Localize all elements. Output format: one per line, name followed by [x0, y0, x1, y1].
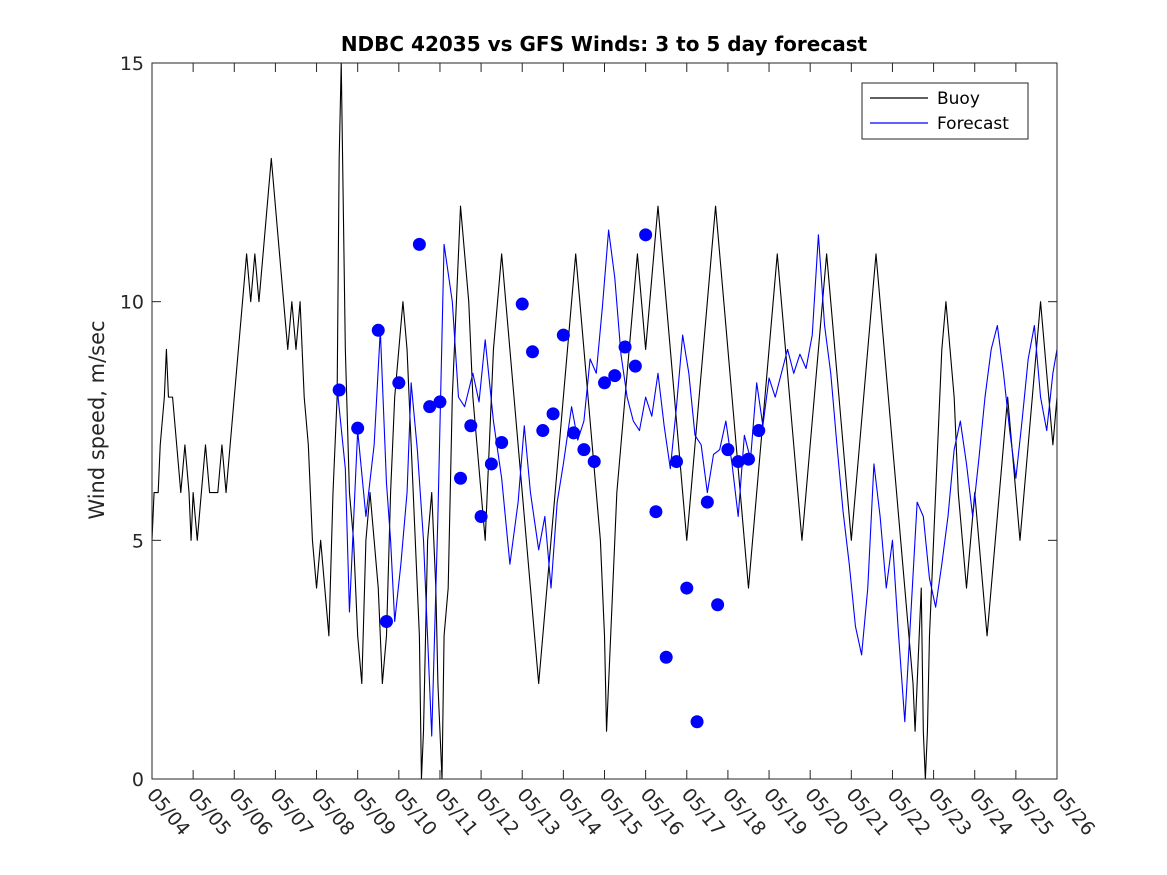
forecast-marker: [474, 509, 488, 523]
y-tick-label: 10: [120, 292, 144, 314]
forecast-marker: [556, 328, 570, 342]
legend-label-buoy: Buoy: [937, 89, 980, 109]
forecast-marker: [669, 455, 683, 469]
plot-background: [152, 63, 1057, 779]
forecast-marker: [484, 457, 498, 471]
forecast-marker: [639, 228, 653, 242]
forecast-marker: [536, 424, 550, 438]
forecast-marker: [567, 426, 581, 440]
plot-area: 05/0405/0505/0605/0705/0805/0905/1005/11…: [120, 53, 1099, 840]
y-tick-label: 0: [132, 769, 144, 791]
forecast-marker: [371, 323, 385, 337]
forecast-marker: [618, 340, 632, 354]
legend: Buoy Forecast: [861, 82, 1029, 140]
series-line-buoy: [151, 62, 1058, 780]
forecast-marker: [659, 650, 673, 664]
forecast-marker: [495, 435, 509, 449]
forecast-marker: [332, 383, 346, 397]
forecast-marker: [711, 598, 725, 612]
forecast-marker: [423, 400, 437, 414]
forecast-marker: [433, 395, 447, 409]
forecast-marker: [412, 237, 426, 251]
forecast-marker: [598, 376, 611, 390]
forecast-marker: [351, 421, 365, 435]
y-axis-label: Wind speed, m/sec: [85, 320, 109, 519]
forecast-marker: [546, 407, 560, 421]
forecast-marker: [379, 614, 393, 628]
forecast-marker: [741, 452, 755, 466]
forecast-marker: [392, 376, 406, 390]
forecast-marker: [464, 419, 478, 433]
forecast-marker: [628, 359, 642, 373]
forecast-marker: [608, 369, 622, 383]
forecast-marker: [577, 443, 591, 457]
forecast-marker: [721, 443, 735, 457]
forecast-marker: [731, 455, 745, 469]
forecast-marker: [515, 297, 529, 311]
forecast-marker: [680, 581, 694, 595]
legend-box: [861, 82, 1029, 140]
forecast-marker: [649, 505, 663, 519]
forecast-marker: [690, 715, 704, 729]
legend-label-forecast: Forecast: [937, 114, 1009, 134]
y-tick-label: 15: [120, 53, 144, 75]
forecast-marker: [526, 345, 540, 359]
forecast-marker: [587, 455, 601, 469]
forecast-marker: [454, 471, 468, 485]
y-tick-label: 5: [132, 530, 144, 552]
chart-title: NDBC 42035 vs GFS Winds: 3 to 5 day fore…: [341, 32, 868, 56]
forecast-marker: [752, 424, 766, 438]
forecast-marker: [700, 495, 714, 509]
series-line-forecast: [336, 229, 1058, 737]
